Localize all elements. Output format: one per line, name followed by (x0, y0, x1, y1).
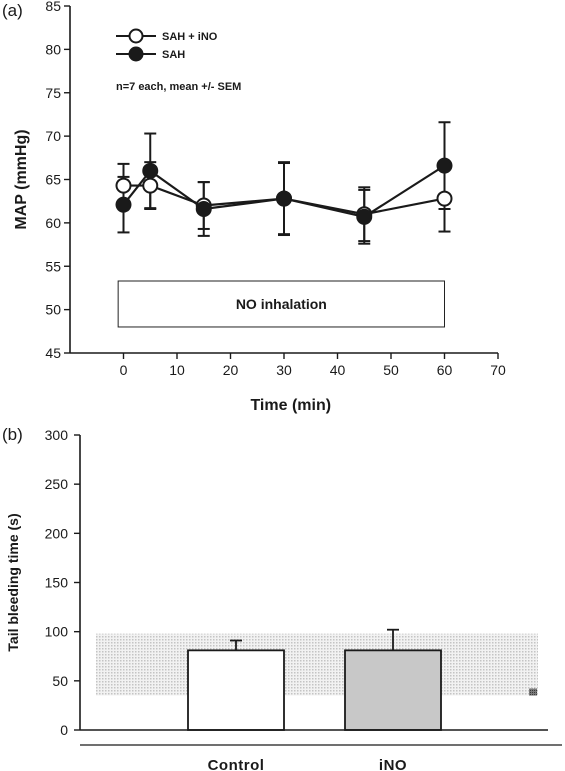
y-axis-title-bleeding: Tail bleeding time (s) (5, 513, 21, 651)
bar-ino (344, 649, 442, 731)
data-point (115, 177, 132, 194)
y-tick-label: 60 (45, 215, 61, 231)
data-point (142, 162, 159, 179)
data-point (195, 200, 212, 217)
panel-a-label: (a) (2, 1, 23, 20)
x-tick-label: 10 (169, 362, 185, 378)
bar-chart-panel: Control iNO 0 50 100 150 200 250 300 Tail bleed… (5, 427, 562, 771)
y-tick-label: 75 (45, 85, 61, 101)
category-label-control: Control (208, 757, 265, 771)
x-tick-label: 0 (120, 362, 128, 378)
line-chart-axes: 45 50 55 60 65 70 75 80 85 0 10 20 30 40 50 60 70 (45, 0, 506, 378)
data-point (436, 157, 453, 174)
no-inhalation-rect (117, 280, 446, 328)
no-inhalation-box: NO inhalation (117, 280, 446, 328)
y-tick-label: 45 (45, 345, 61, 361)
bar-y-tick-label: 100 (45, 624, 69, 640)
y-tick-label: 85 (45, 0, 61, 14)
data-point (142, 177, 159, 194)
bar-y-tick-label: 150 (45, 575, 69, 591)
sample-size-note: n=7 each, mean +/- SEM (116, 81, 241, 93)
legend-entry-sah-ino: SAH + iNO (116, 28, 218, 44)
bar-y-tick-label: 50 (52, 673, 68, 689)
bar-control (187, 649, 285, 731)
line-chart-legend: SAH + iNO SAH (116, 28, 218, 62)
x-tick-label: 50 (383, 362, 399, 378)
normal-range-band (96, 633, 538, 696)
y-tick-label: 50 (45, 302, 61, 318)
line-chart-panel: 45 50 55 60 65 70 75 80 85 0 10 20 30 40 50 60 70 NO inh… (13, 0, 506, 414)
y-tick-label: 65 (45, 172, 61, 188)
y-axis-title: MAP (mmHg) (13, 129, 30, 229)
category-label-ino: iNO (379, 757, 407, 771)
x-axis-title: Time (min) (250, 397, 331, 414)
legend-marker-filled-circle (128, 46, 144, 62)
data-point (276, 190, 292, 207)
markers-sah (115, 157, 453, 225)
bar-y-tick-label: 200 (45, 525, 69, 541)
y-tick-label: 70 (45, 128, 61, 144)
x-tick-label: 40 (330, 362, 346, 378)
legend-marker-open-circle (128, 28, 144, 44)
bar-chart-axes: 0 50 100 150 200 250 300 (45, 427, 562, 746)
data-point (115, 196, 132, 213)
y-tick-label: 55 (45, 258, 61, 274)
legend-label-sah: SAH (162, 49, 185, 61)
x-tick-label: 70 (490, 362, 506, 378)
x-tick-label: 20 (223, 362, 239, 378)
band-end-marker (529, 688, 537, 696)
panel-b-label: (b) (2, 425, 23, 444)
x-tick-label: 30 (276, 362, 292, 378)
bar-y-tick-label: 0 (60, 722, 68, 738)
data-point (436, 190, 453, 207)
series-sah (117, 121, 451, 245)
x-tick-label: 60 (437, 362, 453, 378)
legend-label-sah-ino: SAH + iNO (162, 31, 218, 43)
data-point (356, 208, 373, 225)
bar-y-tick-label: 250 (45, 476, 69, 492)
no-inhalation-label: NO inhalation (236, 296, 327, 312)
bar-y-tick-label: 300 (45, 427, 69, 443)
legend-entry-sah: SAH (116, 46, 185, 62)
line-chart-series (115, 121, 453, 245)
y-tick-label: 80 (45, 41, 61, 57)
